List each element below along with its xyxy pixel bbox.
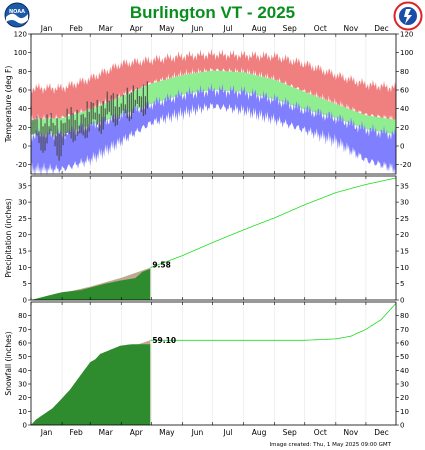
month-label-bottom: Jul [223,428,233,437]
snowfall-ytick-label-left: 20 [18,394,27,402]
snowfall-ytick-label-right: 10 [400,408,409,416]
temperature-ytick-label-right: -20 [400,161,411,169]
precipitation-observed-area [31,268,151,300]
month-label-top: Apr [130,24,144,33]
precipitation-ytick-label-right: 10 [400,264,409,272]
month-label-bottom: Oct [314,428,327,437]
snowfall-frame [30,301,397,426]
precipitation-ytick-label-right: 15 [400,248,409,256]
month-label-bottom: Dec [374,428,389,437]
nws-logo [393,1,423,31]
month-label-top: Nov [344,24,359,33]
precipitation-ytick-label-right: 5 [400,280,404,288]
noaa-logo: NOAA [4,2,30,28]
month-label-bottom: Jun [191,428,204,437]
month-label-top: Sep [283,24,297,33]
temperature-ytick-label-left: 100 [14,49,27,57]
month-label-bottom: Mar [99,428,114,437]
month-label-top: Mar [99,24,114,33]
month-label-bottom: Nov [344,428,359,437]
snowfall-total-label: 59.10 [152,336,176,345]
month-label-bottom: Sep [283,428,297,437]
temperature-ytick-label-left: 0 [23,143,27,151]
snowfall-ytick-label-right: 70 [400,326,409,334]
precipitation-ylabel: Precipitation (inches) [4,198,13,277]
precipitation-ytick-label-left: 20 [18,231,27,239]
month-label-top: Oct [314,24,327,33]
month-label-bottom: Apr [130,428,144,437]
precipitation-ytick-label-left: 0 [23,297,27,305]
snowfall-ylabel: Snowfall (inches) [4,331,13,395]
snowfall-ytick-label-left: 50 [18,353,27,361]
snowfall-ytick-label-right: 60 [400,340,409,348]
month-label-top: Dec [374,24,389,33]
month-label-bottom: Feb [69,428,83,437]
month-label-bottom: Aug [252,428,267,437]
record-low-band [31,82,396,177]
month-label-bottom: Jan [40,428,53,437]
precipitation-ytick-label-right: 35 [400,182,409,190]
snowfall-ytick-label-right: 30 [400,381,409,389]
precipitation-ytick-label-left: 10 [18,264,27,272]
precipitation-ytick-label-left: 15 [18,248,27,256]
noaa-logo-wave [6,13,28,24]
precipitation-total-label: 9.58 [152,261,171,270]
snowfall-ytick-label-left: 80 [18,312,27,320]
temperature-ytick-label-right: 60 [400,87,409,95]
snowfall-ytick-label-right: 0 [400,422,404,430]
temperature-ytick-label-left: 120 [14,31,27,39]
month-label-top: Aug [252,24,267,33]
temperature-ytick-label-right: 80 [400,68,409,76]
temperature-ytick-label-left: 60 [18,87,27,95]
month-label-top: Jul [223,24,233,33]
temperature-ytick-label-left: -20 [16,161,27,169]
image-created-footer: Image created: Thu, 1 May 2025 09:00 GMT [270,442,392,448]
snowfall-normal-line [150,303,397,341]
snowfall-ytick-label-left: 0 [23,422,27,430]
precipitation-ytick-label-left: 35 [18,182,27,190]
snowfall-observed-area [31,344,151,425]
noaa-logo-text: NOAA [9,9,25,15]
snowfall-ytick-label-right: 80 [400,312,409,320]
precipitation-ytick-label-right: 20 [400,231,409,239]
precipitation-normal-line [150,177,397,269]
month-label-top: May [159,24,175,33]
precipitation-ytick-label-left: 30 [18,199,27,207]
chart-title: Burlington VT - 2025 [129,3,296,22]
snowfall-ytick-label-left: 30 [18,381,27,389]
temperature-ytick-label-right: 100 [400,49,413,57]
precipitation-ytick-label-left: 25 [18,215,27,223]
precipitation-ytick-label-left: 5 [23,280,27,288]
snowfall-ytick-label-right: 40 [400,367,409,375]
snowfall-ytick-label-right: 50 [400,353,409,361]
temperature-ylabel: Temperature (deg F) [4,66,13,144]
temperature-ytick-label-left: 80 [18,68,27,76]
month-label-bottom: May [159,428,175,437]
precipitation-ytick-label-right: 0 [400,297,404,305]
snowfall-ytick-label-left: 60 [18,340,27,348]
snowfall-ytick-label-left: 40 [18,367,27,375]
month-label-top: Feb [69,24,83,33]
temperature-frame [30,33,397,175]
precipitation-ytick-label-right: 30 [400,199,409,207]
snowfall-ytick-label-right: 20 [400,394,409,402]
temperature-ytick-label-right: 20 [400,124,409,132]
precipitation-frame [30,175,397,301]
nws-logo-bolt [404,9,412,24]
temperature-ytick-label-left: 40 [18,105,27,113]
precipitation-ytick-label-right: 25 [400,215,409,223]
record-high-band [31,48,396,126]
temperature-ytick-label-right: 120 [400,31,413,39]
temperature-ytick-label-right: 0 [400,143,404,151]
month-label-top: Jan [40,24,53,33]
snowfall-ytick-label-left: 70 [18,326,27,334]
temperature-ytick-label-left: 20 [18,124,27,132]
month-label-top: Jun [191,24,204,33]
temperature-ytick-label-right: 40 [400,105,409,113]
snowfall-ytick-label-left: 10 [18,408,27,416]
